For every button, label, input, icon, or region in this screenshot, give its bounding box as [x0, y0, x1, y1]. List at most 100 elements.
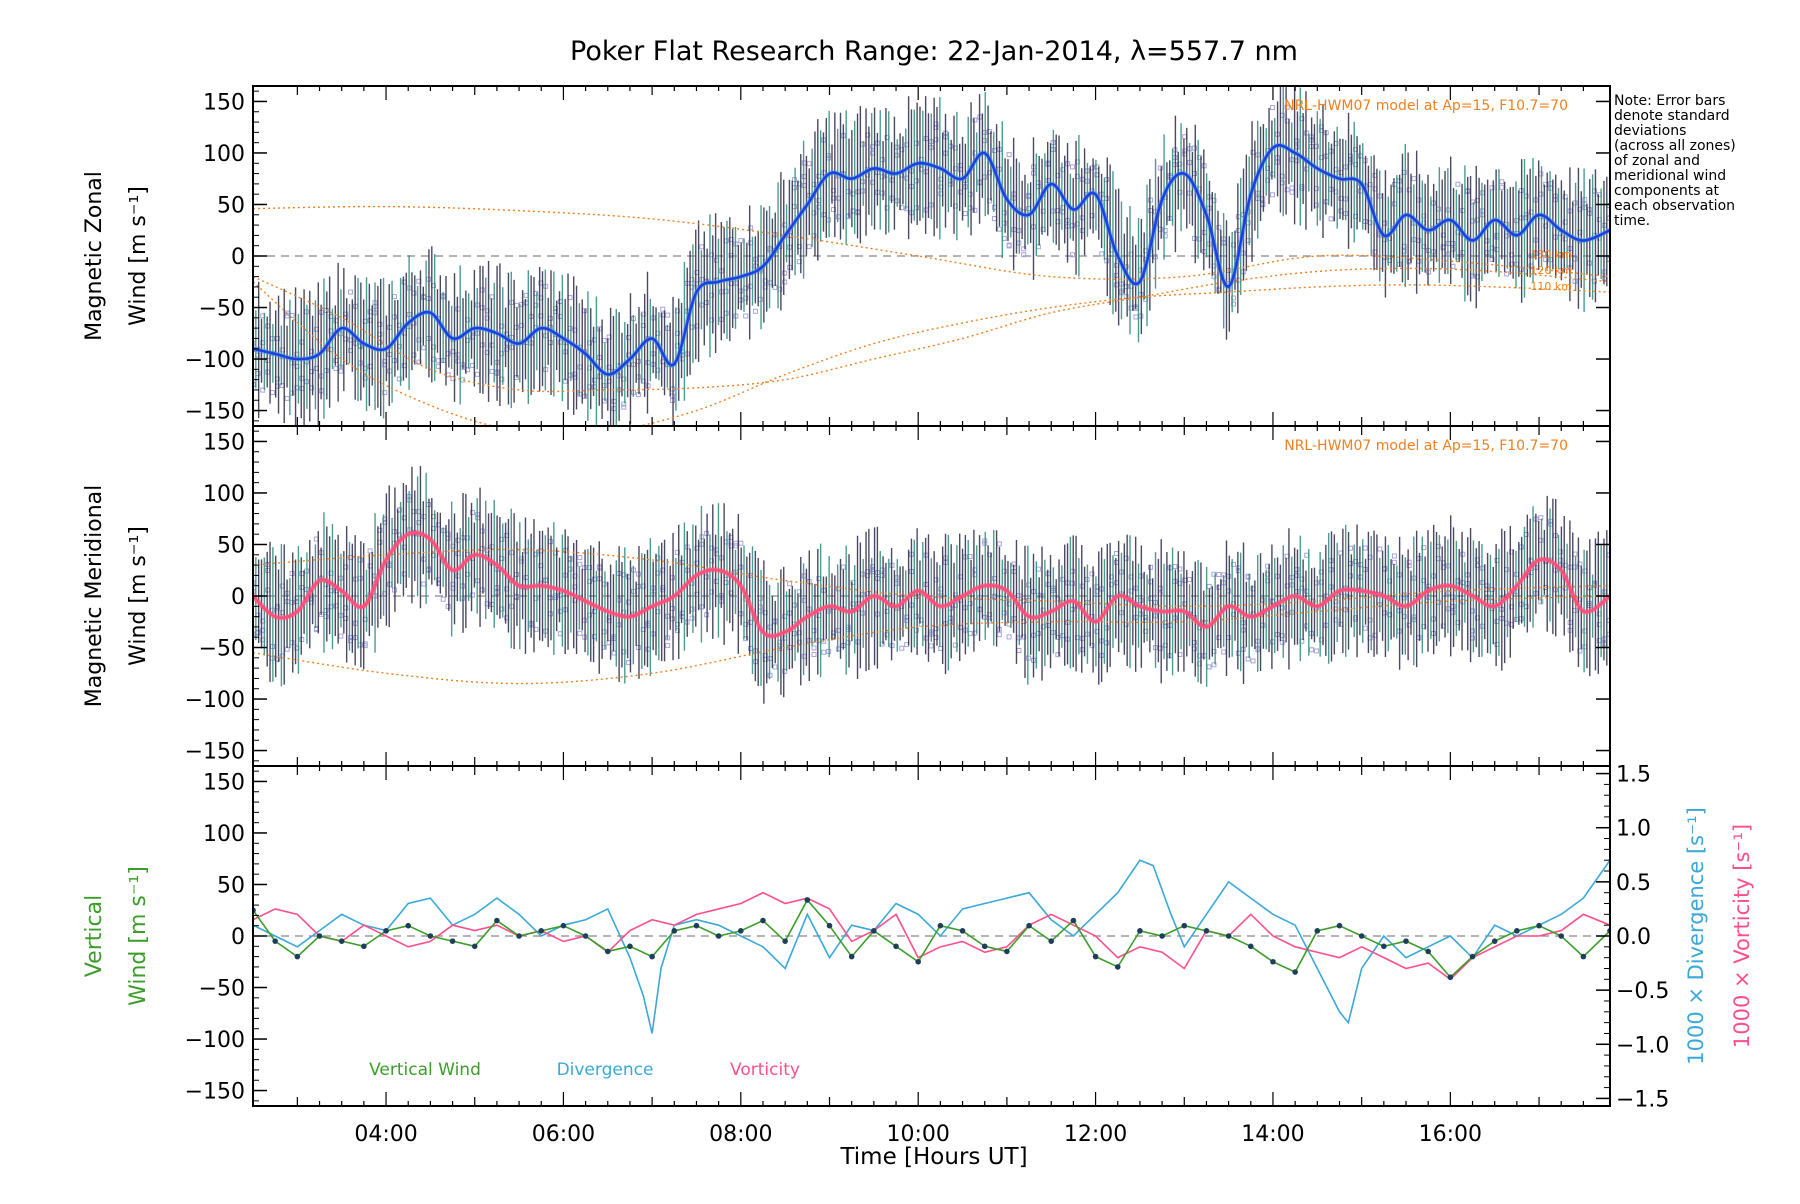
vertical-wind-point: [1580, 953, 1587, 960]
mean-wind-line: [253, 531, 1610, 638]
panel-vertical: Vertical Wind Divergence Vorticity −1.5 −1.0…: [82, 763, 1754, 1147]
zone-point: [806, 161, 812, 167]
mean-wind-line: [253, 143, 1610, 376]
zone-point: [440, 596, 446, 602]
zone-point: [1304, 130, 1310, 136]
vertical-wind-point: [449, 938, 456, 944]
zone-point: [611, 650, 617, 656]
legend-entry: Divergence: [557, 1060, 654, 1080]
zone-point: [1562, 194, 1568, 200]
y2-tick-label: −0.5: [1616, 979, 1669, 1004]
model-annotation: NRL-HWM07 model at Ap=15, F10.7=70: [1284, 98, 1568, 114]
zone-point: [1070, 252, 1076, 258]
zone-point: [1089, 571, 1095, 577]
zone-point: [1216, 572, 1222, 578]
vertical-wind-point: [1314, 928, 1321, 934]
zone-point: [689, 615, 695, 621]
y-tick-label: −100: [185, 1028, 245, 1053]
vertical-wind-point: [1137, 928, 1143, 934]
zone-point: [1362, 625, 1368, 631]
zone-point: [333, 366, 339, 372]
zone-point: [1172, 564, 1178, 570]
vertical-wind-point: [1491, 938, 1498, 944]
y2-tick-label: −1.0: [1616, 1033, 1669, 1058]
vertical-wind-point: [627, 943, 633, 950]
zone-point: [1245, 573, 1251, 579]
zone-point: [421, 581, 427, 587]
zone-point: [782, 668, 788, 674]
zone-point: [1021, 252, 1027, 258]
zone-point: [1284, 187, 1290, 193]
vertical-wind-point: [494, 917, 500, 924]
zone-point: [1211, 571, 1217, 577]
zone-point: [1123, 294, 1129, 300]
zone-point: [1289, 185, 1295, 191]
zone-point: [1206, 664, 1212, 670]
note-line: deviations: [1614, 123, 1687, 139]
model-label: 130 km: [1530, 248, 1572, 261]
zone-point: [840, 564, 846, 570]
y2-label-divergence: 1000 × Divergence [s⁻¹]: [1684, 807, 1708, 1065]
zone-point: [1450, 263, 1456, 269]
zone-point: [348, 289, 354, 295]
y-tick-label: 150: [203, 90, 245, 115]
zone-point: [253, 381, 256, 387]
zone-point: [928, 643, 934, 649]
y-axis-label-line2: Wind [m s⁻¹]: [126, 186, 151, 326]
zone-point: [806, 244, 812, 250]
vertical-wind-point: [361, 943, 367, 950]
y-tick-label: 150: [203, 770, 245, 795]
x-axis-label: Time [Hours UT]: [839, 1144, 1027, 1170]
y2-tick-label: 1.0: [1616, 817, 1651, 842]
y-tick-label: −50: [199, 637, 245, 662]
y-tick-label: −150: [185, 1080, 245, 1105]
vertical-wind-point: [538, 928, 545, 934]
vertical-wind-point: [1425, 948, 1431, 955]
zone-point: [1455, 181, 1461, 187]
zone-point: [743, 313, 749, 319]
y-axis-label-line1: Magnetic Meridional: [82, 485, 107, 707]
vertical-wind-point: [671, 928, 678, 934]
model-label: 110 km: [1530, 280, 1572, 293]
zone-point: [1206, 583, 1212, 589]
zone-point: [996, 226, 1002, 232]
zone-point: [253, 631, 256, 637]
legend-entry: Vorticity: [730, 1060, 800, 1080]
zone-point: [1572, 551, 1578, 557]
vertical-wind-point: [1004, 948, 1010, 955]
zone-point: [772, 664, 778, 670]
zone-point: [1304, 552, 1310, 558]
zone-point: [1021, 246, 1027, 252]
vertical-wind-point: [1292, 969, 1298, 975]
zone-point: [1538, 515, 1544, 521]
zone-point: [1191, 145, 1197, 151]
zone-point: [748, 225, 754, 231]
zone-point: [1289, 189, 1295, 195]
x-tick-label: 16:00: [1419, 1122, 1482, 1147]
zone-point: [821, 649, 827, 655]
note-line: each observation: [1614, 198, 1736, 214]
zone-point: [787, 581, 793, 587]
zone-point: [899, 645, 905, 651]
zone-point: [621, 404, 627, 410]
vertical-wind-point: [1181, 922, 1188, 929]
vertical-wind-point: [516, 933, 522, 939]
y-tick-label: 50: [217, 193, 245, 218]
vertical-wind-point: [1092, 953, 1099, 960]
zone-point: [1270, 104, 1276, 110]
note-line: components at: [1614, 183, 1720, 199]
error-bar-note: Note: Error bars denote standard deviati…: [1614, 94, 1789, 229]
zone-point: [284, 395, 290, 401]
zone-point: [1211, 662, 1217, 668]
zone-point: [621, 401, 627, 407]
y-tick-label: 50: [217, 873, 245, 898]
vertical-wind-point: [560, 922, 567, 929]
y-axis-label-line2: Wind [m s⁻¹]: [126, 526, 151, 666]
y2-tick-label: 1.5: [1616, 763, 1651, 788]
zone-point: [1499, 184, 1505, 190]
note-line: time.: [1614, 213, 1651, 229]
zone-point: [1499, 179, 1505, 185]
vertical-wind-point: [383, 928, 389, 934]
note-line: meridional wind: [1614, 168, 1727, 184]
plot-area: [253, 86, 1610, 426]
